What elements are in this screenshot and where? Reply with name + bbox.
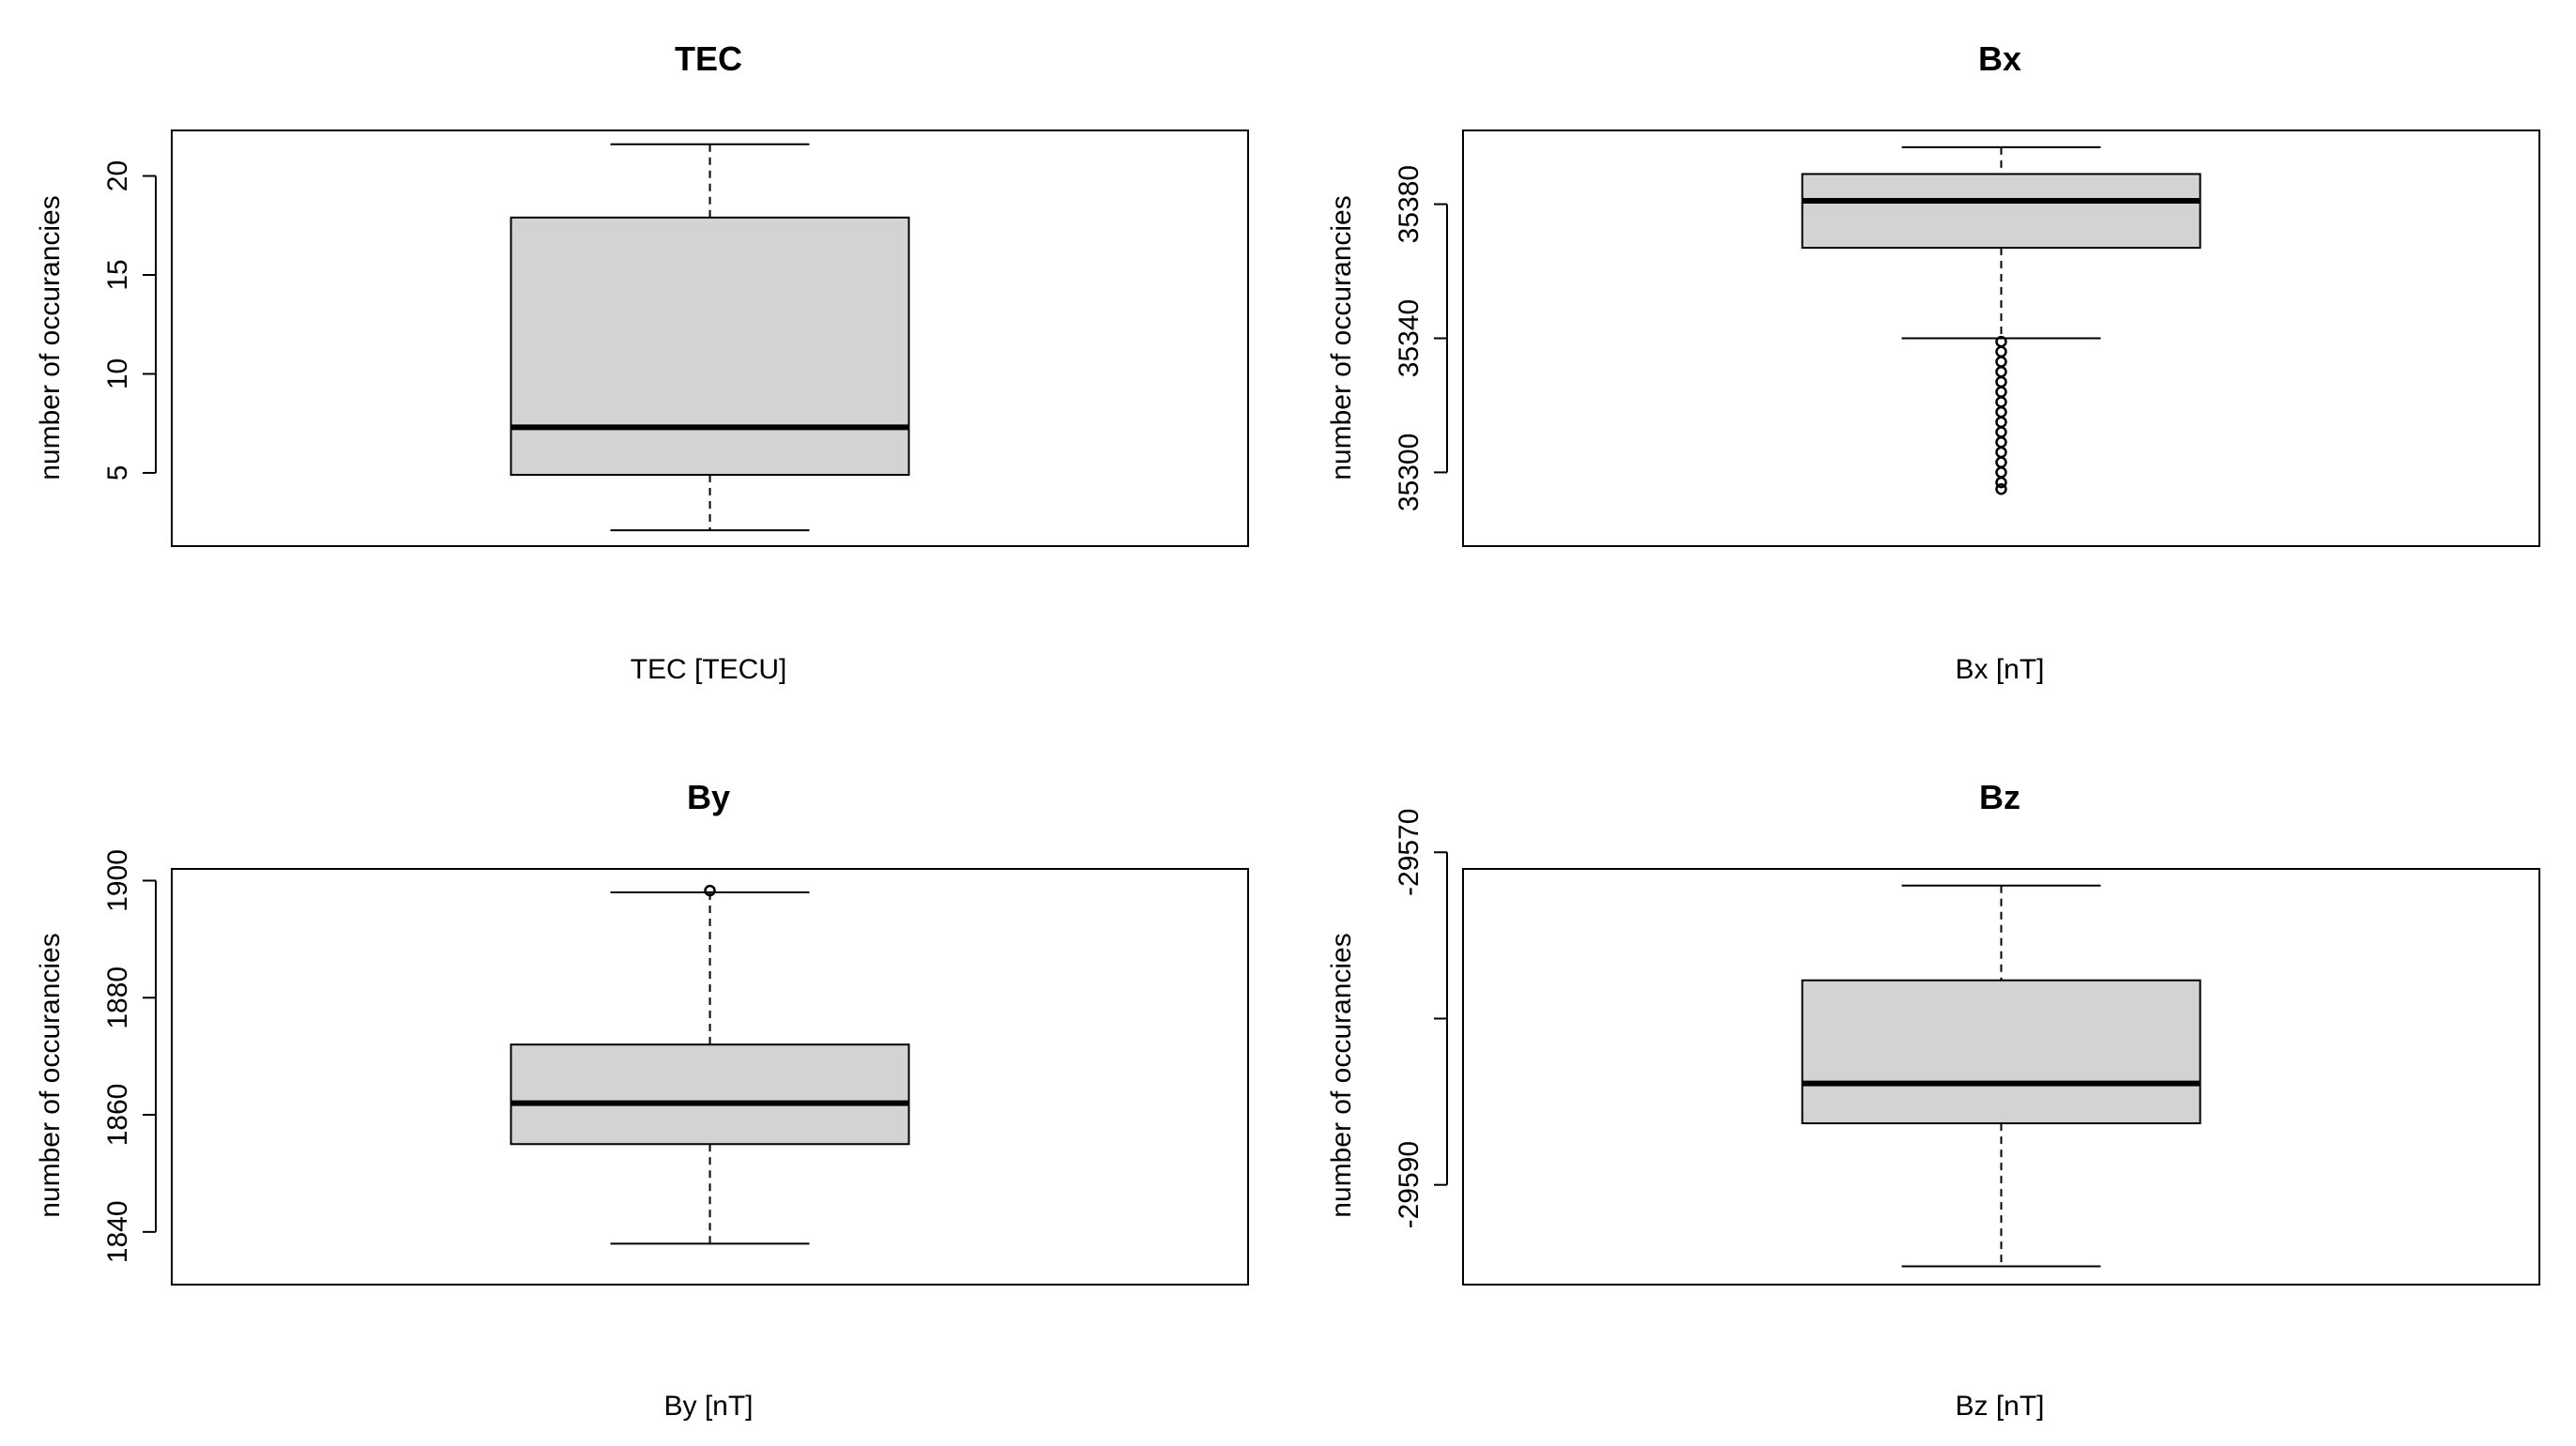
plot-area: -29590 -29570 (1394, 809, 2540, 1286)
outlier-point (1995, 426, 2007, 438)
y-axis-label: number of occurancies (1326, 933, 1357, 1218)
iqr-box (510, 1043, 910, 1146)
y-axis-label: number of occurancies (35, 195, 66, 480)
plot-area: 5 10 15 20 (102, 129, 1249, 547)
panel-tec: TEC TEC [TECU] number of occurancies 5 10… (35, 39, 1249, 685)
panel-bz: Bz Bz [nT] number of occurancies -29590-… (1326, 778, 2540, 1422)
chart-title: By (687, 778, 730, 816)
outlier-point (1995, 345, 2007, 358)
y-tick-label: 1840 (102, 1200, 133, 1263)
y-tick-label: 10 (102, 358, 133, 389)
y-tick-label: 1900 (102, 849, 133, 912)
iqr-box (1801, 979, 2202, 1125)
outlier-point (1995, 375, 2007, 388)
outlier-point (1995, 396, 2007, 408)
y-axis-label: number of occurancies (35, 933, 66, 1218)
y-tick-label: 1860 (102, 1084, 133, 1147)
x-axis-label: Bx [nT] (1955, 654, 2044, 685)
y-tick-label: 35340 (1394, 299, 1425, 377)
y-tick-label: 15 (102, 259, 133, 290)
x-axis-label: By [nT] (663, 1391, 753, 1422)
x-axis-label: TEC [TECU] (631, 654, 787, 685)
iqr-box (510, 216, 910, 477)
y-tick-label: 35300 (1394, 434, 1425, 511)
outlier-point (1995, 356, 2007, 368)
outlier-point (1995, 456, 2007, 468)
plot-frame (1462, 129, 2540, 547)
y-tick-label: 1880 (102, 967, 133, 1029)
plot-frame (171, 129, 1249, 547)
outlier-point (1995, 476, 2007, 489)
outlier-point (1995, 466, 2007, 479)
y-axis-label: number of occurancies (1326, 195, 1357, 480)
outlier-point (1995, 446, 2007, 459)
outlier-point (1995, 405, 2007, 419)
y-tick-label: 20 (102, 160, 133, 191)
plot-area: 1840 1860 1880 1900 (102, 849, 1249, 1286)
outlier-point (1995, 436, 2007, 449)
y-tick-label: 5 (102, 465, 133, 481)
panel-by: By By [nT] number of occurancies 1840 186… (35, 778, 1249, 1422)
plot-frame (1462, 868, 2540, 1286)
outlier-point (704, 884, 716, 897)
outlier-point (1995, 386, 2007, 398)
outlier-point (1995, 416, 2007, 429)
panel-bx: Bx Bx [nT] number of occurancies 3530035… (1326, 39, 2540, 685)
iqr-box (1801, 173, 2202, 250)
plot-frame (171, 868, 1249, 1286)
y-tick-label: -29590 (1394, 1141, 1425, 1228)
y-tick-label: 35380 (1394, 165, 1425, 243)
chart-title: Bx (1978, 39, 2021, 78)
x-axis-label: Bz [nT] (1955, 1391, 2044, 1422)
plot-area: 35300 35340 35380 (1394, 129, 2540, 547)
y-tick-label: -29570 (1394, 809, 1425, 896)
outlier-point (1995, 483, 2007, 495)
chart-title: Bz (1979, 778, 2020, 816)
chart-title: TEC (675, 39, 742, 78)
outlier-point (1995, 365, 2007, 378)
